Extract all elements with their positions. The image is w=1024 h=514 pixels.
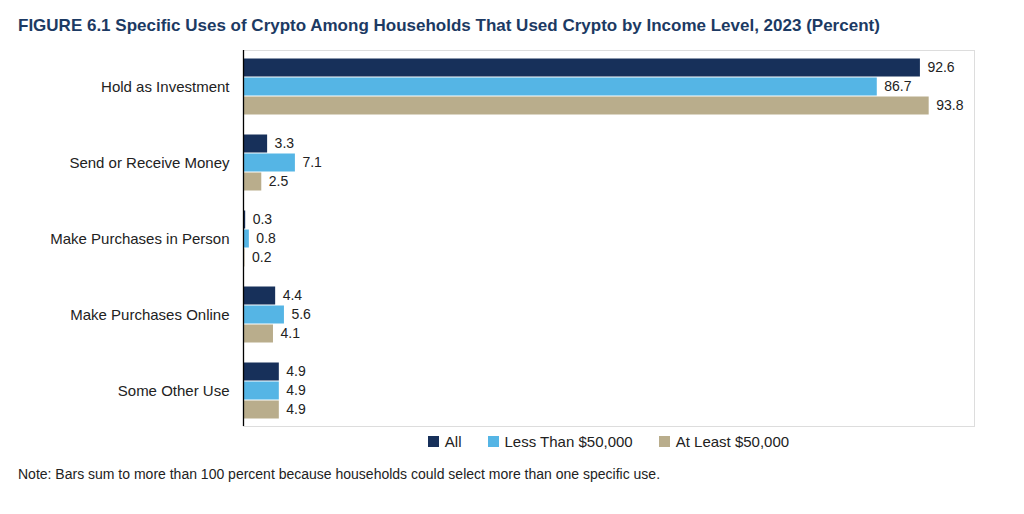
svg-text:93.8: 93.8 xyxy=(936,97,963,113)
html-text:At Least $50,000: At Least $50,000 xyxy=(675,432,790,450)
svg-text:86.7: 86.7 xyxy=(884,78,911,94)
svg-text:Send or Receive Money: Send or Receive Money xyxy=(69,154,230,171)
svg-text:4.4: 4.4 xyxy=(283,287,303,303)
svg-text:4.9: 4.9 xyxy=(286,401,306,417)
svg-text:92.6: 92.6 xyxy=(927,59,954,75)
svg-text:5.6: 5.6 xyxy=(291,306,311,322)
svg-text:Make Purchases Online: Make Purchases Online xyxy=(70,306,229,323)
svg-text:0.8: 0.8 xyxy=(256,230,276,246)
html-text:FIGURE 6.1 Specific Uses of Cr: FIGURE 6.1 Specific Uses of Crypto Among… xyxy=(18,16,880,35)
svg-text:4.9: 4.9 xyxy=(286,382,306,398)
svg-text:3.3: 3.3 xyxy=(275,135,295,151)
svg-text:2.5: 2.5 xyxy=(269,173,289,189)
html-text:Note: Bars sum to more than 10: Note: Bars sum to more than 100 percent … xyxy=(18,466,660,482)
svg-text:0.3: 0.3 xyxy=(253,211,273,227)
svg-text:0.2: 0.2 xyxy=(252,249,272,265)
svg-text:4.9: 4.9 xyxy=(286,363,306,379)
svg-text:Make Purchases in Person: Make Purchases in Person xyxy=(50,230,229,247)
svg-text:Hold as Investment: Hold as Investment xyxy=(101,78,230,95)
html-text:Less Than $50,000: Less Than $50,000 xyxy=(504,432,633,450)
svg-text:Some Other Use: Some Other Use xyxy=(118,382,230,399)
svg-text:7.1: 7.1 xyxy=(302,154,322,170)
svg-text:4.1: 4.1 xyxy=(280,325,300,341)
html-text:All: All xyxy=(444,432,462,450)
